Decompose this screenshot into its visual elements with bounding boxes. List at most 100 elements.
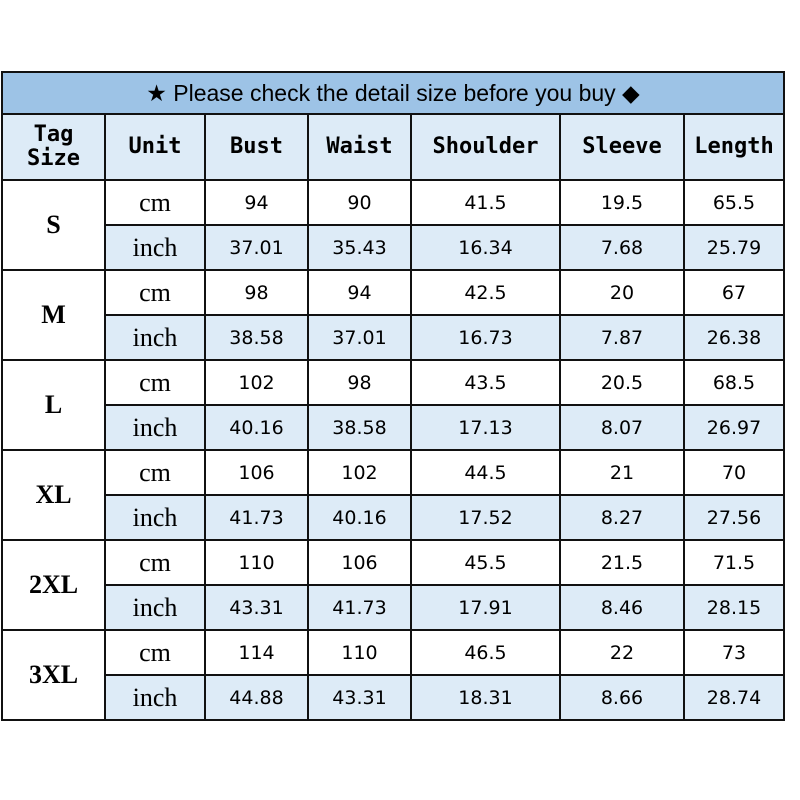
table-row-inch: inch 43.31 41.73 17.91 8.46 28.15 — [2, 584, 785, 631]
measurement-cell: 102 — [307, 449, 412, 496]
unit-label: inch — [104, 314, 206, 361]
measurement-cell: 41.73 — [307, 584, 412, 631]
header-row: Tag Size Unit Bust Waist Shoulder Sleeve… — [1, 113, 785, 181]
unit-label: inch — [104, 494, 206, 541]
table-row-cm: XL cm 106 102 44.5 21 70 — [1, 449, 785, 541]
measurement-cell: 98 — [307, 359, 412, 406]
size-chart-table: ★ Please check the detail size before yo… — [1, 71, 785, 721]
measurement-cell: 41.5 — [410, 179, 561, 226]
unit-label: cm — [104, 449, 206, 496]
size-label: 2XL — [1, 539, 106, 631]
measurement-cell: 37.01 — [307, 314, 412, 361]
unit-label: cm — [104, 179, 206, 226]
measurement-cell: 7.87 — [559, 314, 685, 361]
measurement-cell: 114 — [204, 629, 309, 676]
measurement-cell: 35.43 — [307, 224, 412, 271]
header-unit: Unit — [104, 113, 206, 181]
size-label: XL — [1, 449, 106, 541]
measurement-cell: 110 — [204, 539, 309, 586]
measurement-cell: 43.31 — [307, 674, 412, 721]
measurement-cell: 68.5 — [683, 359, 785, 406]
measurement-cell: 21.5 — [559, 539, 685, 586]
measurement-cell: 42.5 — [410, 269, 561, 316]
unit-label: inch — [104, 674, 206, 721]
table-row-inch: inch 37.01 35.43 16.34 7.68 25.79 — [2, 224, 785, 271]
unit-label: inch — [104, 404, 206, 451]
table-row-inch: inch 38.58 37.01 16.73 7.87 26.38 — [2, 314, 785, 361]
table-row-cm: 2XL cm 110 106 45.5 21.5 71.5 — [1, 539, 785, 631]
measurement-cell: 17.91 — [410, 584, 561, 631]
measurement-cell: 19.5 — [559, 179, 685, 226]
measurement-cell: 28.15 — [683, 584, 785, 631]
measurement-cell: 73 — [683, 629, 785, 676]
measurement-cell: 27.56 — [683, 494, 785, 541]
measurement-cell: 70 — [683, 449, 785, 496]
measurement-cell: 90 — [307, 179, 412, 226]
measurement-cell: 17.13 — [410, 404, 561, 451]
measurement-cell: 41.73 — [204, 494, 309, 541]
table-row-inch: inch 44.88 43.31 18.31 8.66 28.74 — [2, 674, 785, 721]
measurement-cell: 45.5 — [410, 539, 561, 586]
measurement-cell: 8.07 — [559, 404, 685, 451]
measurement-cell: 44.88 — [204, 674, 309, 721]
header-waist: Waist — [307, 113, 412, 181]
measurement-cell: 65.5 — [683, 179, 785, 226]
size-label: 3XL — [1, 629, 106, 721]
header-length: Length — [683, 113, 785, 181]
unit-label: inch — [104, 224, 206, 271]
header-bust: Bust — [204, 113, 309, 181]
measurement-cell: 20.5 — [559, 359, 685, 406]
measurement-cell: 22 — [559, 629, 685, 676]
table-title: ★ Please check the detail size before yo… — [1, 71, 785, 115]
measurement-cell: 38.58 — [204, 314, 309, 361]
measurement-cell: 98 — [204, 269, 309, 316]
measurement-cell: 38.58 — [307, 404, 412, 451]
measurement-cell: 26.97 — [683, 404, 785, 451]
measurement-cell: 20 — [559, 269, 685, 316]
table-row-inch: inch 40.16 38.58 17.13 8.07 26.97 — [2, 404, 785, 451]
measurement-cell: 67 — [683, 269, 785, 316]
measurement-cell: 8.27 — [559, 494, 685, 541]
measurement-cell: 18.31 — [410, 674, 561, 721]
measurement-cell: 8.66 — [559, 674, 685, 721]
measurement-cell: 46.5 — [410, 629, 561, 676]
measurement-cell: 40.16 — [204, 404, 309, 451]
measurement-cell: 8.46 — [559, 584, 685, 631]
measurement-cell: 106 — [307, 539, 412, 586]
header-shoulder: Shoulder — [410, 113, 561, 181]
measurement-cell: 110 — [307, 629, 412, 676]
header-tag-size: Tag Size — [1, 113, 106, 181]
measurement-cell: 94 — [307, 269, 412, 316]
size-label: S — [1, 179, 106, 271]
measurement-cell: 16.34 — [410, 224, 561, 271]
measurement-cell: 71.5 — [683, 539, 785, 586]
unit-label: cm — [104, 629, 206, 676]
header-sleeve: Sleeve — [559, 113, 685, 181]
measurement-cell: 44.5 — [410, 449, 561, 496]
measurement-cell: 25.79 — [683, 224, 785, 271]
measurement-cell: 28.74 — [683, 674, 785, 721]
unit-label: inch — [104, 584, 206, 631]
measurement-cell: 94 — [204, 179, 309, 226]
unit-label: cm — [104, 269, 206, 316]
measurement-cell: 16.73 — [410, 314, 561, 361]
measurement-cell: 102 — [204, 359, 309, 406]
measurement-cell: 43.5 — [410, 359, 561, 406]
unit-label: cm — [104, 539, 206, 586]
measurement-cell: 43.31 — [204, 584, 309, 631]
measurement-cell: 26.38 — [683, 314, 785, 361]
unit-label: cm — [104, 359, 206, 406]
measurement-cell: 40.16 — [307, 494, 412, 541]
table-row-inch: inch 41.73 40.16 17.52 8.27 27.56 — [2, 494, 785, 541]
size-label: M — [1, 269, 106, 361]
table-row-cm: 3XL cm 114 110 46.5 22 73 — [1, 629, 785, 721]
size-label: L — [1, 359, 106, 451]
measurement-cell: 17.52 — [410, 494, 561, 541]
measurement-cell: 7.68 — [559, 224, 685, 271]
measurement-cell: 106 — [204, 449, 309, 496]
measurement-cell: 21 — [559, 449, 685, 496]
measurement-cell: 37.01 — [204, 224, 309, 271]
